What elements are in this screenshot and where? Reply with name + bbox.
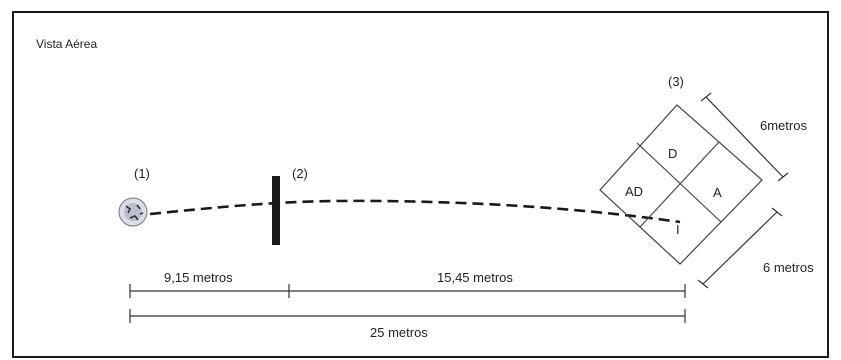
marker-goal: (3)	[668, 74, 684, 89]
distance-label-total: 25 metros	[370, 325, 428, 340]
diagram-frame	[12, 11, 829, 358]
distance-line-segments	[129, 284, 686, 298]
marker-wall: (2)	[292, 166, 308, 181]
distance-line-total	[129, 309, 686, 323]
goal-side-label-1: 6metros	[760, 118, 807, 133]
goal-side-dimension-top	[700, 92, 789, 182]
marker-ball: (1)	[134, 166, 150, 181]
wall-barrier	[272, 176, 280, 245]
distance-label-1: 9,15 metros	[164, 270, 233, 285]
ball-trajectory	[149, 199, 681, 224]
zone-i: I	[676, 222, 680, 237]
zone-d: D	[668, 146, 677, 161]
goal-side-dimension-bottom	[697, 207, 783, 289]
goal-side-label-2: 6 metros	[763, 260, 814, 275]
diagram-title: Vista Aérea	[36, 37, 97, 51]
zone-ad: AD	[625, 184, 643, 199]
ball-icon	[118, 197, 148, 227]
goal-grid	[599, 104, 763, 265]
distance-label-2: 15,45 metros	[437, 270, 513, 285]
zone-a: A	[713, 185, 722, 200]
